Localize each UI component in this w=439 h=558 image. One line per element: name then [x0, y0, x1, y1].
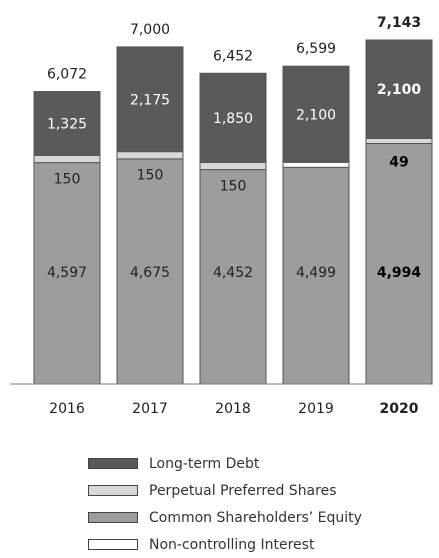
- chart-legend: Long-term Debt Perpetual Preferred Share…: [88, 450, 362, 558]
- debt-value-label-2020: 2,100: [377, 82, 422, 98]
- legend-swatch-non-controlling-interest: [88, 539, 138, 550]
- bar-segment-perpetual-preferred-shares-2020: [365, 137, 433, 144]
- legend-swatch-long-term-debt: [88, 458, 138, 469]
- legend-label-common-shareholders-equity: Common Shareholders’ Equity: [149, 509, 362, 526]
- debt-value-label-2018: 1,850: [213, 111, 253, 127]
- legend-label-non-controlling-interest: Non-controlling Interest: [149, 536, 315, 553]
- total-label-2018: 6,452: [213, 48, 253, 64]
- bar-segment-long-term-debt-2019: [282, 65, 350, 163]
- bar-segment-long-term-debt-2018: [199, 72, 267, 163]
- debt-value-label-2017: 2,175: [130, 92, 170, 108]
- preferred-value-label-2017: 150: [137, 168, 164, 184]
- bar-segment-common-shareholders-equity-2016: [33, 162, 101, 385]
- x-tick-label-2019: 2019: [298, 401, 334, 417]
- bar-segment-common-shareholders-equity-2020: [365, 142, 433, 385]
- bar-segment-long-term-debt-2020: [365, 39, 433, 139]
- equity-value-label-2020: 4,994: [377, 265, 422, 281]
- equity-value-label-2018: 4,452: [213, 265, 253, 281]
- legend-item-non-controlling-interest: Non-controlling Interest: [88, 531, 362, 558]
- equity-value-label-2017: 4,675: [130, 265, 170, 281]
- x-tick-label-2016: 2016: [49, 401, 85, 417]
- x-tick-label-2018: 2018: [215, 401, 251, 417]
- stacked-bar-chart: 4,597 150 1,325 6,072 2016 4,675 150 2,175 7,000…: [10, 15, 433, 417]
- bar-segment-long-term-debt-2017: [116, 46, 184, 153]
- total-label-2019: 6,599: [296, 41, 336, 57]
- total-label-2020: 7,143: [377, 15, 421, 31]
- debt-value-label-2016: 1,325: [47, 116, 87, 132]
- bar-segment-perpetual-preferred-shares-2017: [116, 151, 184, 160]
- legend-swatch-common-shareholders-equity: [88, 512, 138, 523]
- debt-value-label-2019: 2,100: [296, 107, 336, 123]
- legend-label-long-term-debt: Long-term Debt: [149, 455, 260, 472]
- preferred-value-label-2020: 49: [389, 154, 408, 170]
- total-label-2016: 6,072: [47, 67, 87, 83]
- bar-segment-long-term-debt-2016: [33, 91, 101, 156]
- legend-swatch-perpetual-preferred-shares: [88, 485, 138, 496]
- total-label-2017: 7,000: [130, 22, 170, 38]
- equity-value-label-2016: 4,597: [47, 265, 87, 281]
- x-tick-label-2020: 2020: [380, 401, 419, 417]
- bar-segment-perpetual-preferred-shares-2016: [33, 154, 101, 164]
- bar-segment-non-controlling-interest-2019: [282, 161, 350, 168]
- preferred-value-label-2016: 150: [54, 171, 81, 187]
- bar-segment-common-shareholders-equity-2018: [199, 169, 267, 385]
- x-tick-label-2017: 2017: [132, 401, 168, 417]
- legend-item-long-term-debt: Long-term Debt: [88, 450, 362, 477]
- equity-value-label-2019: 4,499: [296, 265, 336, 281]
- legend-item-perpetual-preferred-shares: Perpetual Preferred Shares: [88, 477, 362, 504]
- preferred-value-label-2018: 150: [220, 178, 247, 194]
- legend-item-common-shareholders-equity: Common Shareholders’ Equity: [88, 504, 362, 531]
- bar-segment-perpetual-preferred-shares-2018: [199, 161, 267, 171]
- legend-label-perpetual-preferred-shares: Perpetual Preferred Shares: [149, 482, 337, 499]
